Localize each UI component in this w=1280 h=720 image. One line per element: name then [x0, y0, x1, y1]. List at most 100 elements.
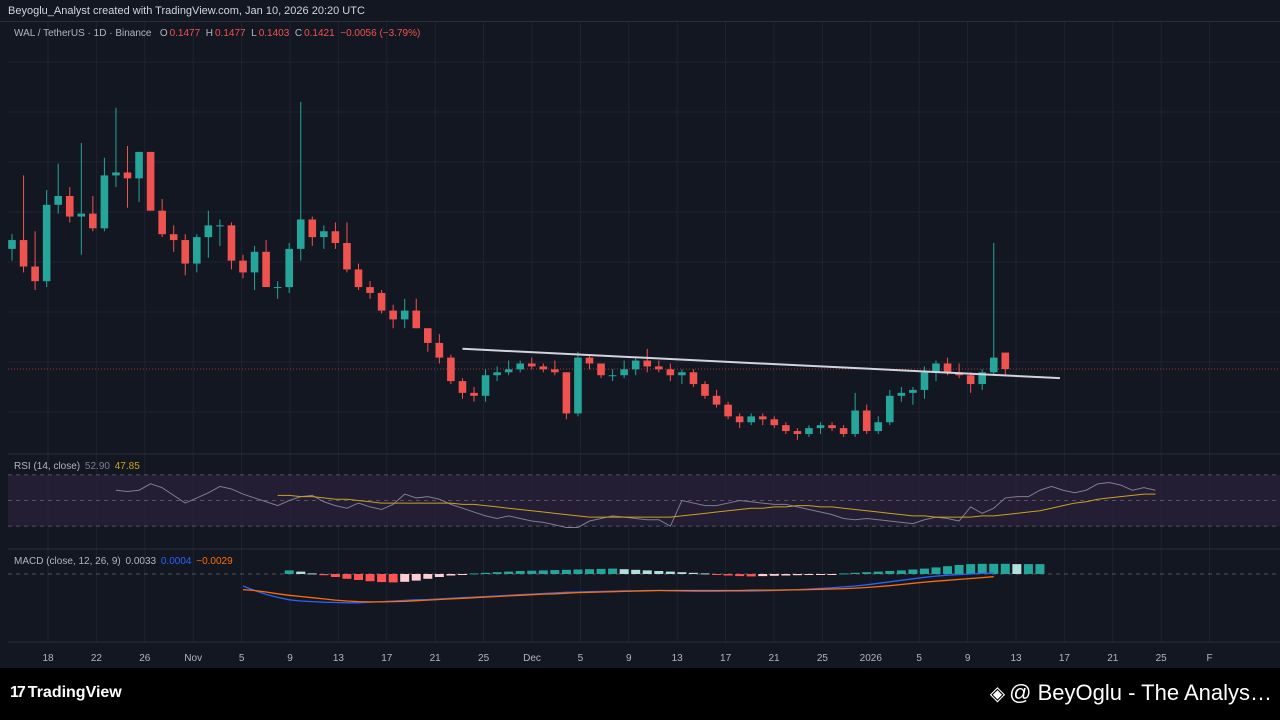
candle-body: [377, 292, 386, 311]
candle-body: [608, 375, 617, 377]
chart-svg[interactable]: 18 22 26 Nov 5 9 13 17 21 25 Dec 5 9 13 17 21 25 2026 5 9 13…: [8, 22, 1280, 668]
candle-body: [470, 392, 478, 396]
candle-body: [631, 360, 640, 370]
x-tick-label: 18: [42, 653, 54, 664]
high-value: 0.1477: [214, 28, 246, 39]
x-tick-label: 21: [768, 653, 780, 664]
macd-histogram-bar: [873, 571, 883, 574]
macd-histogram-bar: [989, 563, 999, 574]
macd-histogram-bar: [296, 571, 306, 574]
candle-body: [112, 172, 120, 176]
candle-body: [539, 366, 548, 370]
x-tick-label: 25: [478, 653, 490, 664]
x-tick-label: 2026: [860, 653, 883, 664]
candle-body: [932, 363, 940, 373]
candle-body: [966, 375, 975, 385]
x-tick-label: 26: [139, 653, 151, 664]
macd-histogram-bar: [804, 574, 814, 575]
header-text: Beyoglu_Analyst created with TradingView…: [8, 5, 365, 17]
trendline: [462, 347, 1060, 380]
candle-body: [585, 357, 594, 364]
rsi-label: RSI (14, close): [14, 461, 81, 472]
candle-body: [504, 369, 513, 373]
macd-histogram-bar: [1035, 564, 1045, 574]
macd-histogram-bar: [585, 569, 594, 574]
macd-histogram-bar: [735, 574, 745, 577]
tradingview-logo[interactable]: 17 TradingView: [10, 684, 122, 702]
macd-histogram-bar: [642, 570, 652, 574]
macd-histogram-bar: [896, 570, 906, 574]
candle-body: [89, 213, 97, 229]
macd-histogram-bar: [284, 570, 294, 574]
macd-histogram-bar: [723, 574, 733, 576]
symbol-label: WAL / TetherUS · 1D · Binance: [14, 28, 152, 39]
x-tick-label: 17: [1059, 653, 1071, 664]
x-tick-label: 9: [626, 653, 632, 664]
macd-histogram-bar: [515, 571, 525, 574]
candle-body: [758, 416, 767, 420]
candle-body: [747, 416, 755, 423]
candle-body: [1001, 352, 1010, 370]
macd-signal-line: [242, 576, 994, 603]
candle-body: [273, 287, 282, 289]
candle-body: [250, 251, 259, 273]
candle-body: [689, 372, 698, 385]
macd-histogram-bar: [538, 570, 548, 574]
x-tick-label: 17: [720, 653, 732, 664]
open-value: 0.1477: [169, 28, 201, 39]
candle-body: [320, 231, 328, 238]
open-label: O: [159, 28, 168, 39]
footer-bar: 17 TradingView ◈ @ BeyOglu - The Analys…: [0, 668, 1280, 720]
macd-histogram-bar: [885, 571, 895, 574]
candle-body: [874, 422, 883, 432]
macd-histogram-bar: [354, 574, 363, 580]
candle-body: [146, 151, 155, 211]
chart-plot-area[interactable]: 18 22 26 Nov 5 9 13 17 21 25 Dec 5 9 13 17 21 25 2026 5 9 13…: [8, 22, 1280, 668]
candle-body: [447, 357, 455, 382]
candle-body: [389, 310, 397, 320]
candle-body: [562, 372, 571, 414]
x-tick-label: 9: [287, 653, 293, 664]
candle-body: [366, 287, 374, 293]
macd-histogram-bar: [954, 565, 964, 574]
x-tick-label: 5: [916, 653, 922, 664]
candle-body: [54, 195, 62, 205]
candle-body: [851, 410, 859, 434]
macd-histogram-bar: [769, 574, 779, 576]
candle-body: [909, 389, 917, 393]
candle-body: [169, 234, 178, 241]
macd-histogram-bar: [377, 574, 387, 583]
close-label: C: [294, 28, 303, 39]
candle-body: [216, 225, 224, 227]
macd-histogram-bar: [573, 569, 583, 574]
candle-body: [897, 392, 906, 396]
candle-body: [620, 369, 628, 376]
candle-body: [493, 372, 501, 376]
candle-body: [424, 328, 432, 343]
candle-body: [574, 357, 582, 414]
macd-histogram-bar: [943, 566, 953, 574]
candle-body: [77, 213, 86, 217]
macd-histogram-bar: [527, 570, 537, 574]
high-label: H: [205, 28, 213, 39]
macd-histogram-bar: [1000, 563, 1010, 574]
candle-body: [551, 369, 559, 373]
macd-label: MACD (close, 12, 26, 9): [14, 556, 121, 567]
macd-histogram-bar: [446, 574, 456, 576]
candle-body: [193, 237, 201, 264]
x-tick-label: 25: [1156, 653, 1168, 664]
macd-line-value: 0.0004: [160, 556, 192, 567]
macd-histogram-bar: [966, 564, 976, 574]
macd-histogram-bar: [654, 571, 664, 574]
candle-body: [135, 151, 143, 179]
rsi-line: [115, 482, 1156, 528]
macd-histogram-bar: [457, 574, 467, 575]
macd-histogram-bar: [608, 568, 618, 574]
macd-histogram-bar: [631, 569, 641, 574]
macd-histogram-bar: [908, 569, 918, 574]
change-value: −0.0056 (−3.79%): [340, 28, 421, 39]
tradingview-logo-icon: 17: [10, 684, 26, 701]
candle-body: [805, 428, 813, 434]
candle-body: [8, 240, 16, 249]
candle-body: [862, 410, 871, 432]
